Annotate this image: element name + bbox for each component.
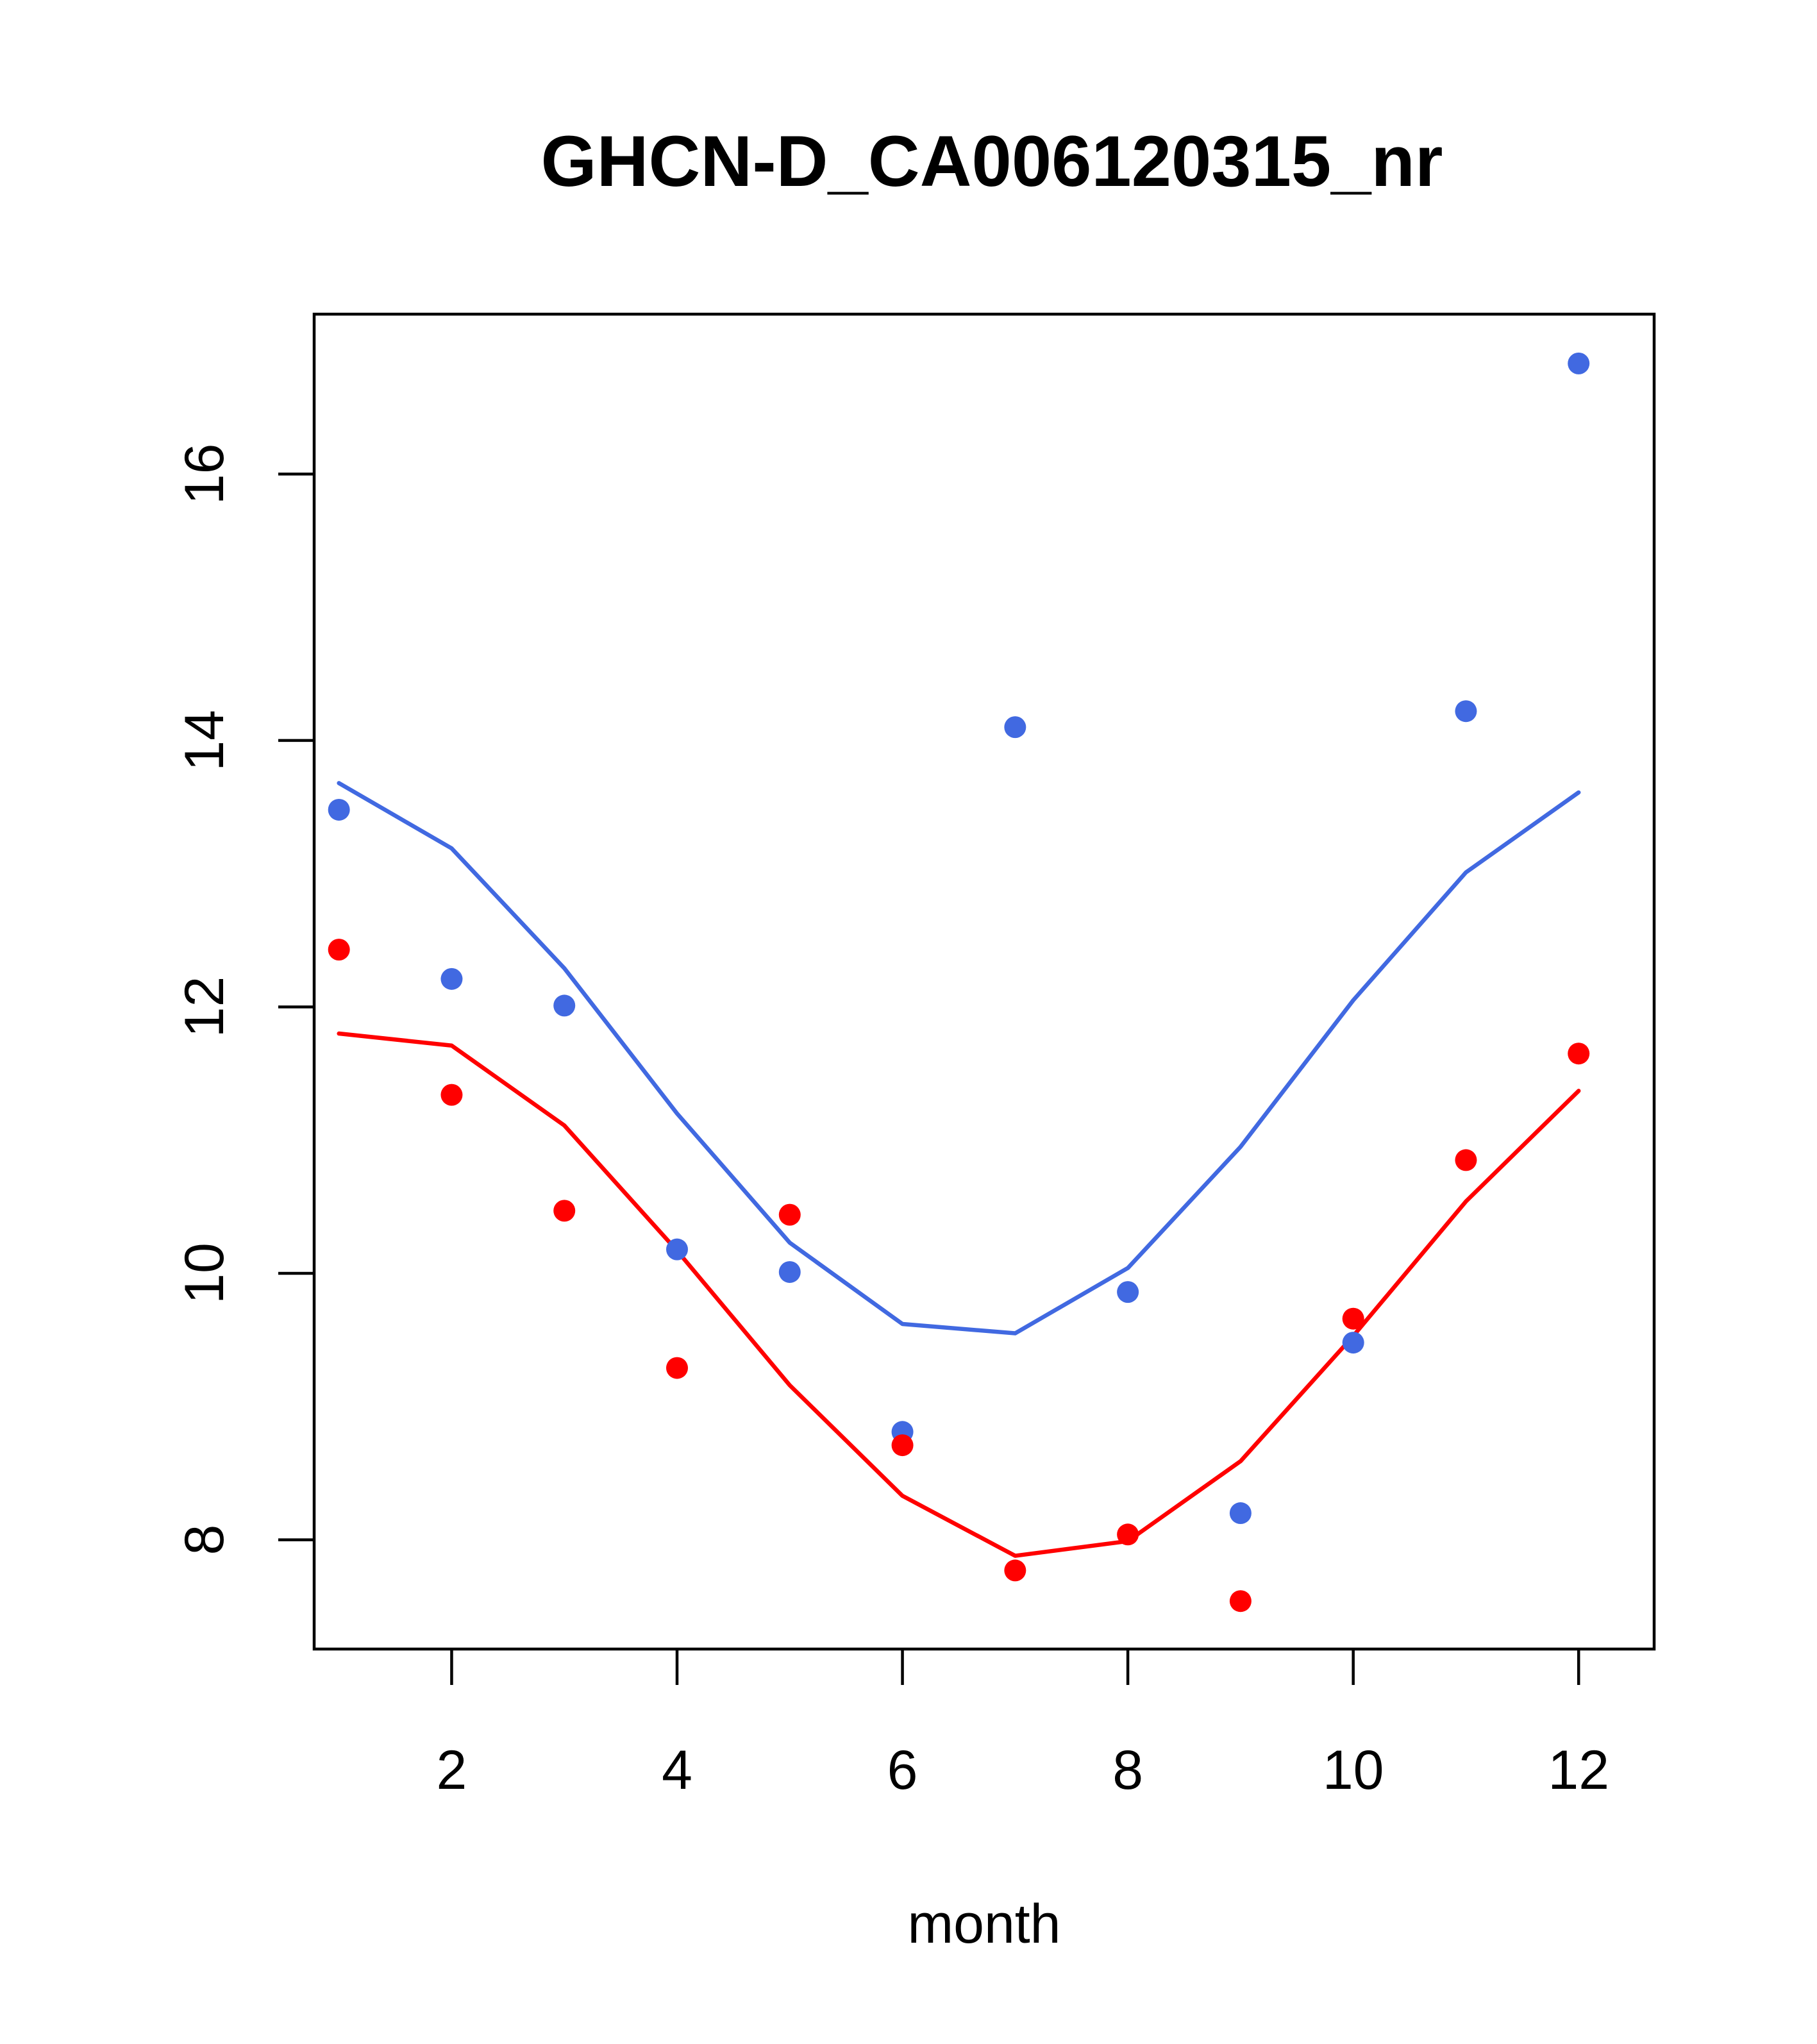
x-tick-label: 2 bbox=[437, 1739, 467, 1801]
red-points-point bbox=[1004, 1559, 1026, 1582]
red-points-point bbox=[666, 1357, 689, 1379]
blue-points-point bbox=[553, 994, 576, 1017]
y-axis: 8 10 12 14 16 bbox=[174, 444, 314, 1555]
blue-points-point bbox=[1004, 716, 1026, 739]
blue-points-point bbox=[1342, 1332, 1364, 1354]
series-lines bbox=[337, 781, 1581, 1558]
blue-points-point bbox=[440, 968, 463, 990]
plot-frame bbox=[312, 312, 1656, 1651]
blue-points-point bbox=[1117, 1281, 1139, 1303]
red-points-point bbox=[1117, 1523, 1139, 1546]
red-points-point bbox=[440, 1084, 463, 1106]
x-tick-label: 10 bbox=[1323, 1739, 1384, 1801]
red-points-point bbox=[1455, 1149, 1477, 1171]
blue-points-point bbox=[1568, 352, 1590, 374]
x-tick-label: 6 bbox=[887, 1739, 918, 1801]
x-tick-label: 4 bbox=[662, 1739, 692, 1801]
blue-points-point bbox=[666, 1238, 689, 1261]
x-axis-label: month bbox=[907, 1893, 1060, 1955]
blue-points-point bbox=[1455, 700, 1477, 723]
red-points-point bbox=[891, 1434, 914, 1457]
red-points-point bbox=[553, 1200, 576, 1222]
blue-points-point bbox=[328, 798, 350, 821]
blue-line-path bbox=[337, 781, 1581, 1336]
x-tick-label: 12 bbox=[1548, 1739, 1609, 1801]
red-points-point bbox=[1229, 1590, 1252, 1613]
red-points-point bbox=[1342, 1307, 1364, 1330]
red-points-point bbox=[328, 939, 350, 961]
y-tick-label: 12 bbox=[174, 976, 235, 1038]
x-tick-label: 8 bbox=[1112, 1739, 1143, 1801]
red-points-point bbox=[778, 1203, 801, 1226]
blue-points-point bbox=[1229, 1502, 1252, 1525]
series-points bbox=[328, 352, 1590, 1613]
red-points-point bbox=[1568, 1043, 1590, 1065]
y-tick-label: 8 bbox=[174, 1525, 235, 1555]
x-axis: 2 4 6 8 10 12 bbox=[437, 1649, 1609, 1801]
y-tick-label: 16 bbox=[174, 444, 235, 505]
y-tick-label: 14 bbox=[174, 710, 235, 771]
red-line-path bbox=[337, 1031, 1581, 1558]
y-tick-label: 10 bbox=[174, 1243, 235, 1304]
chart-title: GHCN-D_CA006120315_nr bbox=[541, 121, 1443, 201]
blue-points-point bbox=[778, 1261, 801, 1283]
